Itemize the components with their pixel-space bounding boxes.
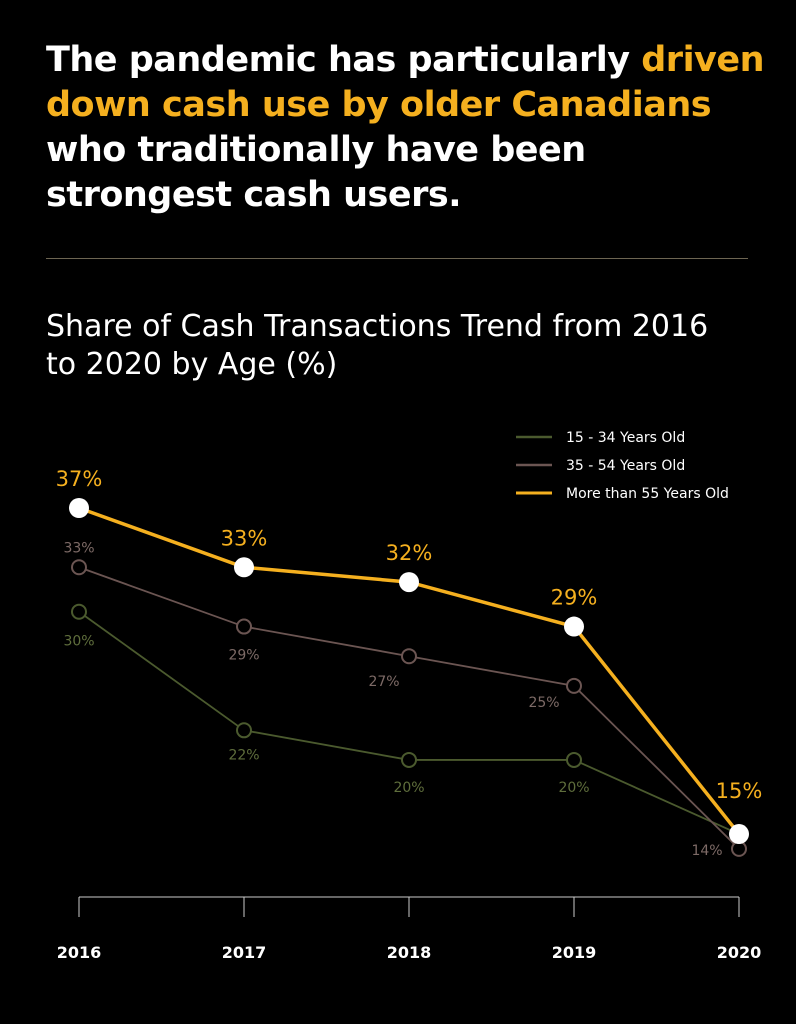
data-point: [69, 498, 89, 518]
data-point: [236, 618, 252, 635]
data-label: 20%: [393, 780, 424, 796]
divider: [46, 258, 748, 259]
data-label: 29%: [228, 648, 259, 664]
data-label: 29%: [551, 586, 598, 610]
data-point: [399, 572, 419, 593]
data-label: 25%: [528, 695, 559, 711]
headline-highlight: driven down cash use by older Canadians: [46, 40, 765, 125]
data-label: 20%: [558, 780, 589, 796]
series-line: [78, 611, 740, 835]
data-label: 37%: [56, 467, 103, 491]
data-label: 32%: [386, 541, 433, 565]
data-point: [71, 559, 87, 576]
headline: The pandemic has particularly driven dow…: [46, 38, 766, 218]
legend-label: More than 55 Years Old: [566, 486, 729, 502]
data-point: [236, 722, 252, 739]
data-label: 27%: [368, 674, 399, 690]
data-point: [566, 677, 582, 694]
x-tick-label: 2019: [552, 943, 597, 962]
headline-text: The pandemic has particularly: [46, 40, 642, 80]
data-point: [566, 751, 582, 768]
headline-text-end: who traditionally have been strongest ca…: [46, 130, 586, 215]
data-label: 22%: [228, 747, 259, 763]
data-label: 14%: [691, 843, 722, 859]
chart-title: Share of Cash Transactions Trend from 20…: [46, 309, 709, 382]
data-point: [564, 616, 584, 637]
data-label: 30%: [63, 634, 94, 650]
x-tick-label: 2016: [57, 943, 102, 962]
data-point: [729, 824, 749, 845]
data-point: [71, 603, 87, 620]
x-tick-label: 2017: [222, 943, 267, 962]
data-label: 33%: [221, 526, 268, 550]
legend-label: 15 - 34 Years Old: [566, 430, 685, 446]
data-point: [234, 557, 254, 578]
x-tick-label: 2018: [387, 943, 432, 962]
data-point: [401, 648, 417, 665]
x-tick-label: 2020: [717, 943, 762, 962]
data-label: 33%: [63, 540, 94, 556]
data-point: [401, 751, 417, 768]
data-label: 15%: [716, 779, 763, 803]
legend-label: 35 - 54 Years Old: [566, 458, 685, 474]
